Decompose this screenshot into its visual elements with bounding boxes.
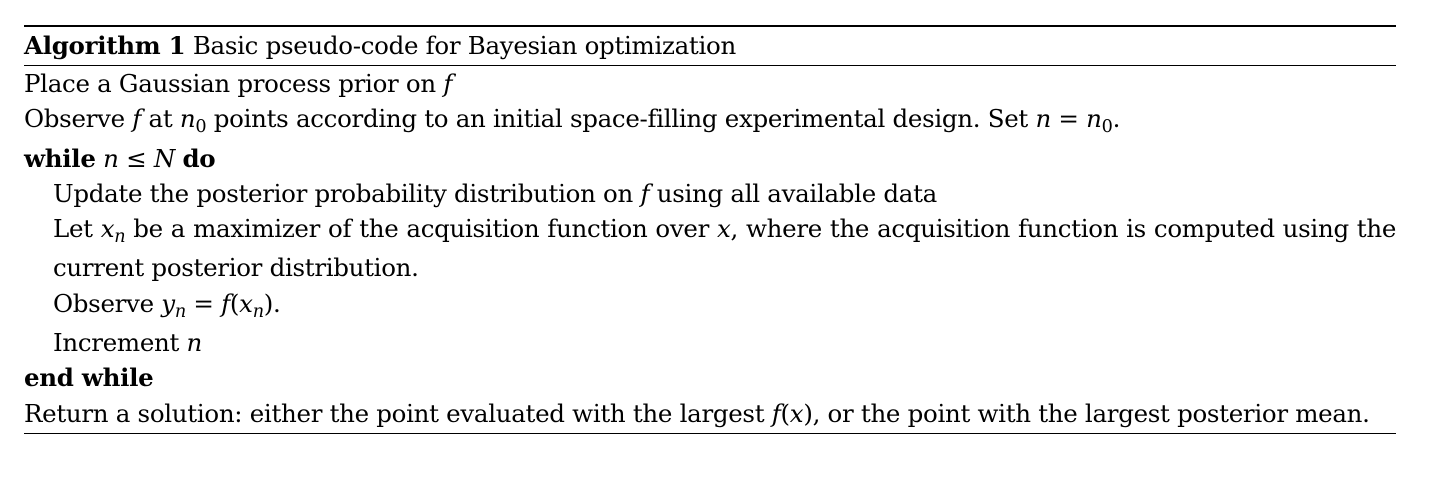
line-text: at [141, 104, 180, 134]
math-subscript: 0 [195, 117, 207, 138]
math-subscript: 0 [1101, 117, 1113, 138]
line-return: Return a solution: either the point eval… [24, 396, 1396, 431]
line-text: Let [53, 214, 101, 244]
line-maximizer: Let xn be a maximizer of the acquisition… [24, 211, 1396, 286]
line-prior: Place a Gaussian process prior on f [24, 66, 1396, 101]
algorithm-label: Algorithm 1 [24, 31, 186, 60]
math-f: f [771, 398, 781, 428]
math-equals: = [1050, 104, 1087, 134]
line-observe-initial: Observe f at n0 points according to an i… [24, 101, 1396, 140]
math-x: x [100, 214, 115, 244]
algorithm-caption: Algorithm 1 Basic pseudo-code for Bayesi… [24, 27, 1396, 65]
top-rule [24, 25, 1396, 27]
line-while: while n ≤ N do [24, 141, 1396, 176]
line-text: Observe [24, 104, 133, 134]
math-n: n [103, 143, 119, 173]
line-text: . [1112, 104, 1121, 134]
math-leq: ≤ [118, 143, 154, 173]
math-y: y [161, 288, 175, 318]
line-text: be a maximizer of the acquisition functi… [125, 214, 717, 244]
math-x: x [789, 398, 804, 428]
keyword-do: do [182, 143, 216, 173]
line-update-posterior: Update the posterior probability distrib… [24, 176, 1396, 211]
algorithm-title: Basic pseudo-code for Bayesian optimizat… [192, 31, 736, 60]
keyword-while: while [24, 143, 96, 173]
line-text: Place a Gaussian process prior on [24, 69, 444, 98]
math-f: f [221, 288, 230, 318]
algorithm-body: Place a Gaussian process prior on f Obse… [24, 66, 1396, 431]
math-x: x [239, 288, 253, 318]
math-x: x [717, 214, 731, 244]
line-text: ), or the point with the largest posteri… [803, 398, 1370, 428]
keyword-end-while: end while [24, 363, 154, 393]
math-paren: ( [229, 288, 240, 318]
math-n: n [186, 328, 203, 358]
line-increment: Increment n [24, 325, 1396, 360]
bottom-rule [24, 432, 1396, 434]
line-text: Observe [53, 288, 162, 318]
caption-rule [24, 65, 1396, 66]
line-observe-y: Observe yn = f(xn). [24, 286, 1396, 325]
math-f: f [132, 104, 142, 134]
line-text: Update the posterior probability distrib… [53, 178, 641, 208]
math-n0: n [179, 104, 196, 134]
math-paren: ( [780, 398, 791, 428]
math-f: f [640, 178, 650, 208]
math-f: f [443, 69, 453, 98]
algorithm-block: Algorithm 1 Basic pseudo-code for Bayesi… [24, 25, 1396, 434]
math-paren: ). [263, 288, 281, 318]
line-text: Increment [53, 328, 187, 358]
line-text: , where the acquisition function is comp… [53, 214, 1397, 283]
line-text: Return a solution: either the point eval… [24, 398, 772, 428]
math-n: n [1035, 104, 1051, 134]
math-N: N [153, 143, 175, 173]
line-text: using all available data [649, 178, 938, 208]
math-subscript: n [252, 301, 264, 322]
math-n0: n [1086, 104, 1102, 134]
line-text: points according to an initial space-fil… [206, 104, 1036, 134]
line-end-while: end while [24, 360, 1396, 395]
math-subscript: n [114, 227, 126, 248]
math-subscript: n [174, 301, 186, 322]
math-equals: = [185, 288, 222, 318]
